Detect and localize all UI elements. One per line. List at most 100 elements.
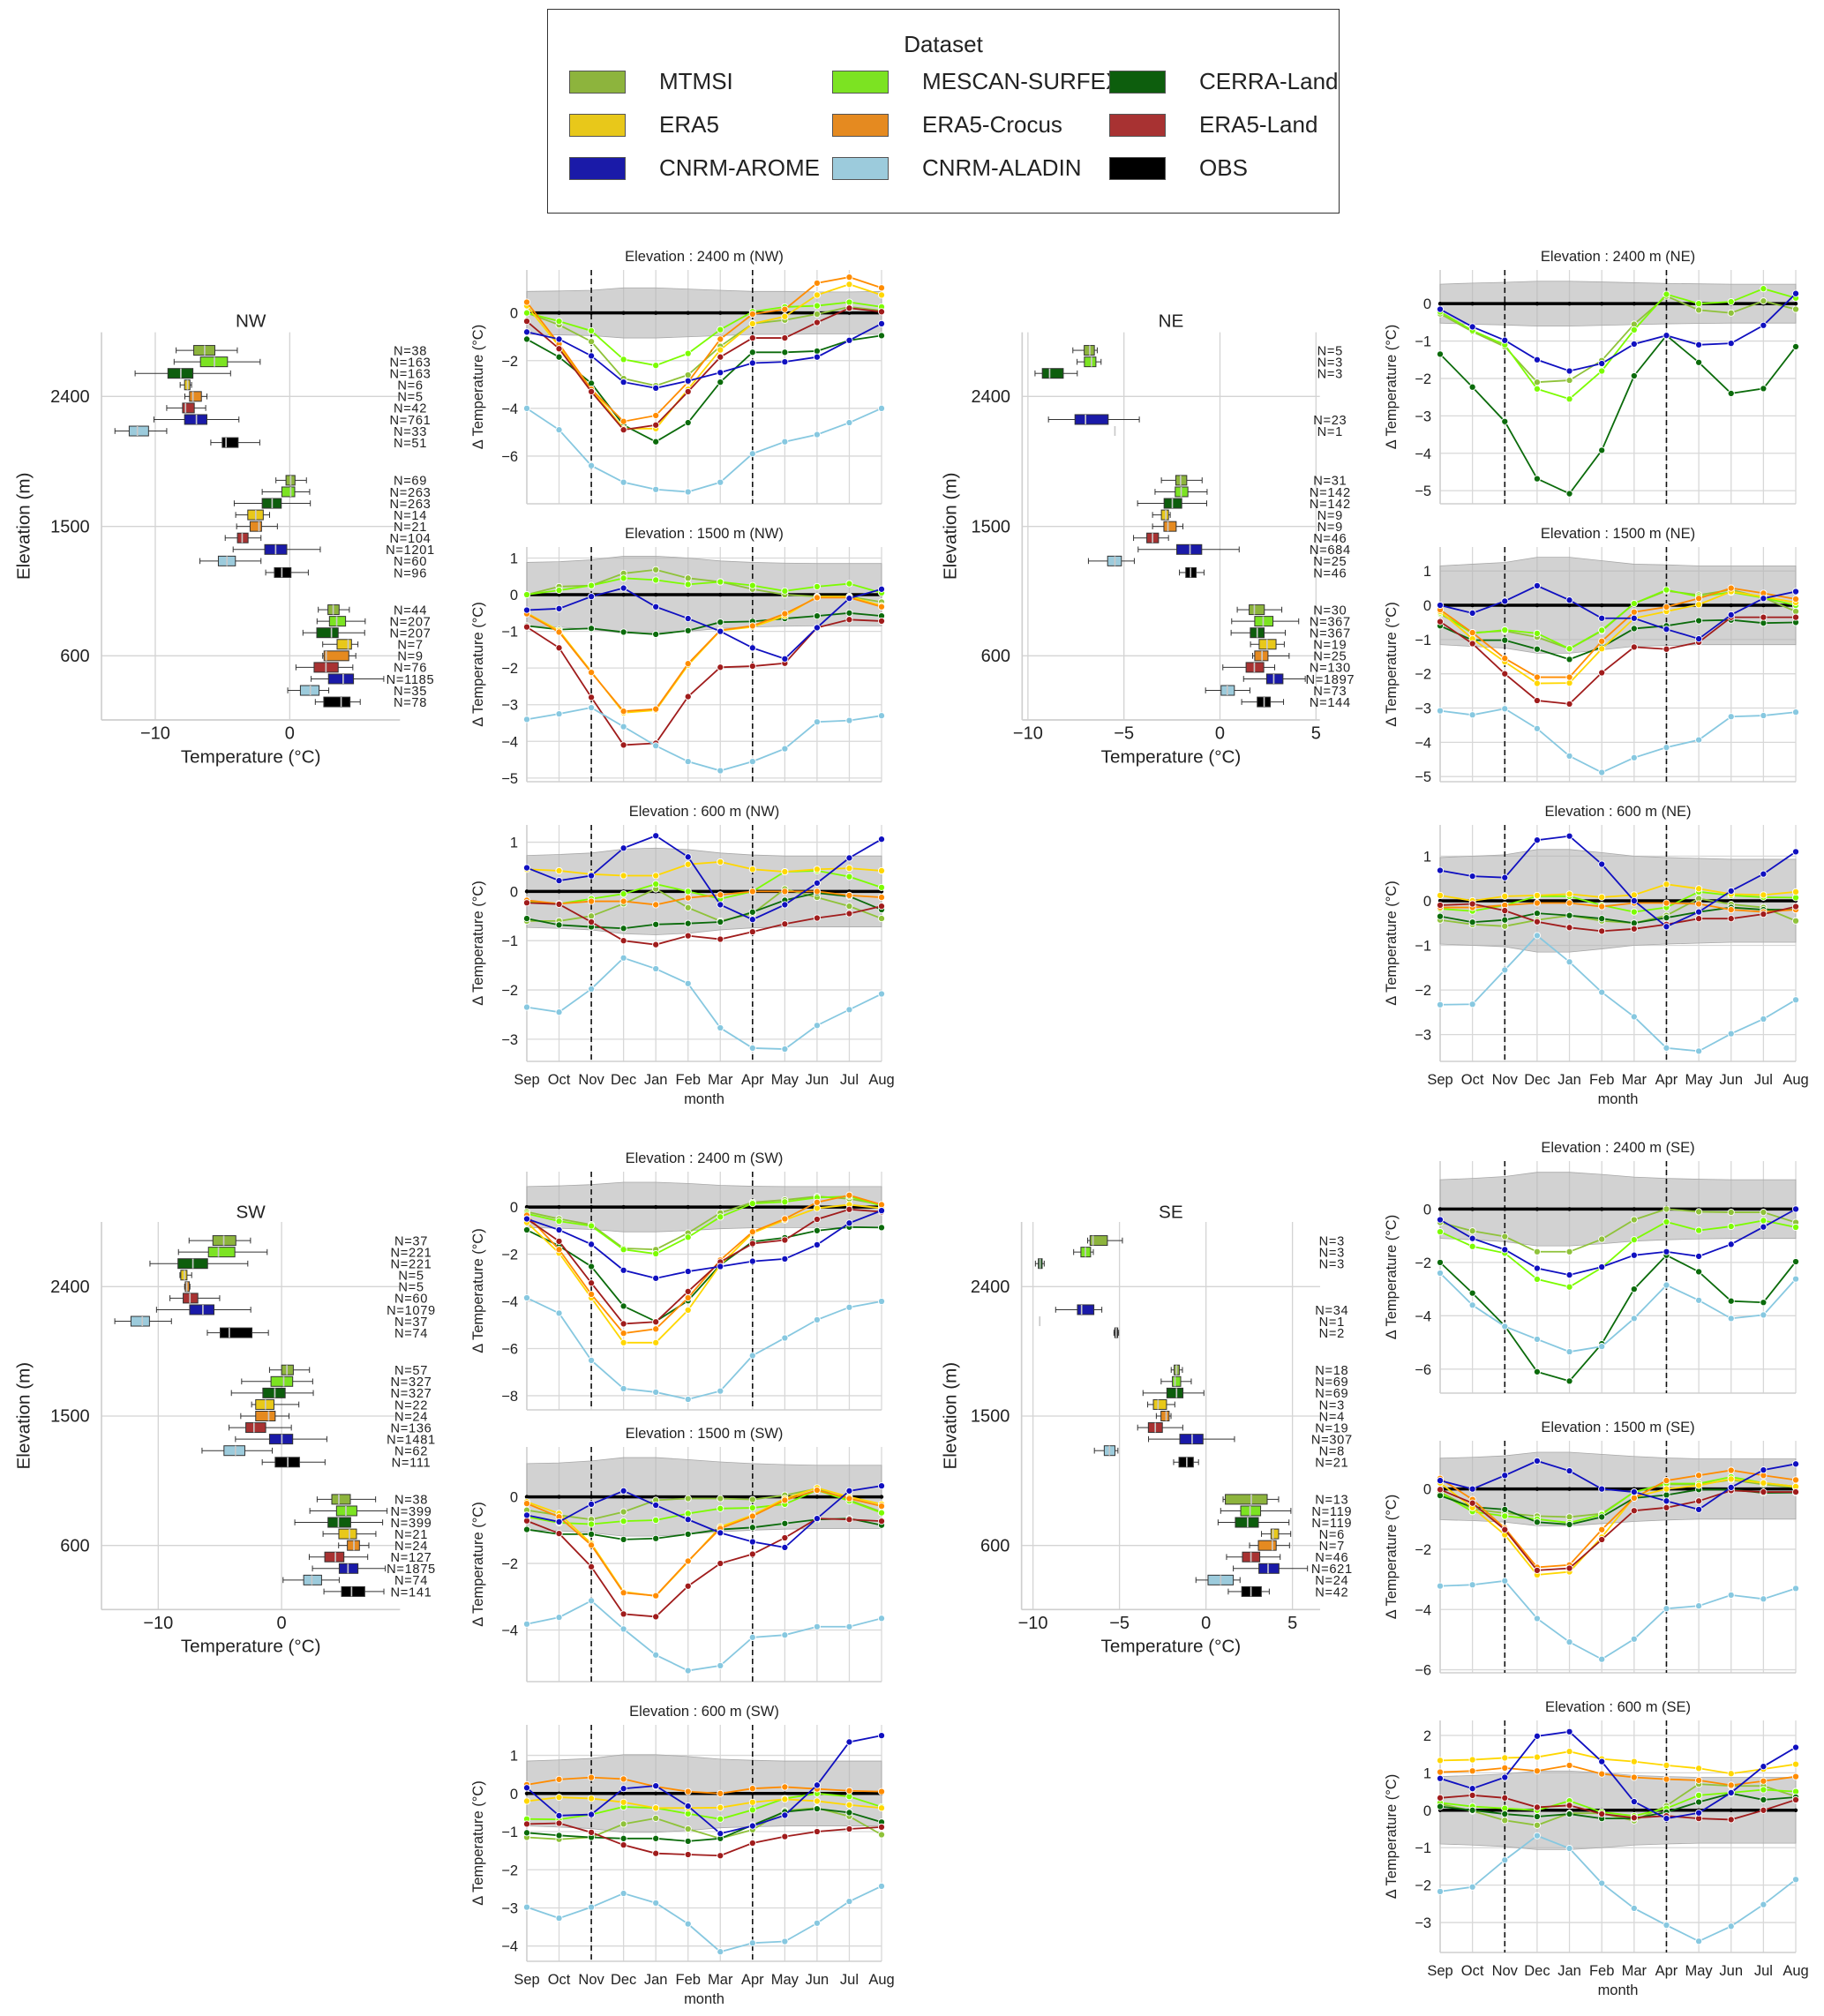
x-tick-label: Jul <box>840 1072 859 1088</box>
series-line <box>1439 1579 1797 1660</box>
series-point <box>717 1560 724 1568</box>
y-axis-label: Δ Temperature (°C) <box>470 602 486 726</box>
series-point <box>1791 607 1800 616</box>
obs-reference-point <box>524 889 529 894</box>
series-point <box>1727 389 1735 397</box>
obs-reference-point <box>1567 1487 1572 1491</box>
sample-count-label: N=7 <box>1319 1540 1345 1554</box>
series-point <box>652 742 660 750</box>
series-point <box>684 1530 692 1538</box>
y-tick-label: 1 <box>1423 849 1431 865</box>
series-point <box>1760 870 1768 878</box>
x-tick-label: −10 <box>140 724 170 744</box>
sample-count-label: N=1481 <box>387 1433 436 1447</box>
x-tick-label: Sep <box>1427 1072 1452 1088</box>
series-point <box>1533 1812 1541 1821</box>
y-tick-label: −2 <box>501 1862 518 1878</box>
series-point <box>522 1797 531 1805</box>
series-line <box>527 888 882 922</box>
series-line <box>1439 883 1797 902</box>
series-point <box>652 880 660 888</box>
box-era5land <box>224 532 262 543</box>
series-point <box>684 1306 692 1314</box>
sample-count-label: N=127 <box>391 1551 432 1565</box>
series-point <box>522 1784 531 1792</box>
y-tick-label: −4 <box>501 401 518 417</box>
series-point <box>684 419 692 427</box>
series-point <box>1468 1289 1476 1297</box>
sample-count-label: N=21 <box>394 1528 428 1542</box>
series-point <box>522 899 531 907</box>
series-point <box>588 918 596 926</box>
series-point <box>1598 1810 1606 1818</box>
y-tick-label: −3 <box>1415 408 1431 424</box>
y-tick-label: −3 <box>501 698 518 714</box>
y-tick-label: 0 <box>510 1200 518 1216</box>
box-iqr <box>1160 509 1169 521</box>
series-point <box>1436 866 1445 874</box>
y-axis-label: Elevation (m) <box>13 1362 34 1470</box>
series-point <box>1791 1205 1800 1213</box>
series-point <box>619 925 627 933</box>
y-tick-label: −5 <box>1415 483 1431 499</box>
series-point <box>588 1795 596 1802</box>
box-crocus <box>338 1540 370 1551</box>
series-arome <box>522 832 886 924</box>
obs-reference-point <box>1503 1487 1507 1491</box>
line-panel-se-600: 2 1 0 −1 −2 −3 Elevation : 600 m (SE) Δ Tempera… <box>1384 1699 1809 1998</box>
sample-count-label: N=367 <box>1310 627 1351 641</box>
series-aladin <box>522 1293 886 1404</box>
y-tick-label: 0 <box>1423 894 1431 910</box>
series-point <box>1695 1481 1703 1489</box>
obs-reference-point <box>557 1495 561 1499</box>
y-tick-label: 0 <box>1423 598 1431 614</box>
series-point <box>684 860 692 868</box>
series-point <box>1760 1015 1768 1023</box>
series-line <box>526 1735 882 1835</box>
series-line <box>526 618 882 746</box>
legend-label: MESCAN-SURFEX <box>922 68 1122 94</box>
series-point <box>588 1541 596 1549</box>
series-point <box>781 438 789 446</box>
series-point <box>845 580 853 588</box>
series-point <box>845 1738 853 1746</box>
sample-count-label: N=73 <box>1313 685 1347 699</box>
y-tick-label: 1500 <box>971 1407 1010 1427</box>
series-point <box>748 348 756 356</box>
box-aladin <box>114 1315 172 1327</box>
obs-reference-point <box>653 311 658 315</box>
series-point <box>845 281 853 289</box>
series-era5 <box>522 1794 886 1812</box>
series-point <box>1436 1216 1445 1224</box>
series-line <box>1439 1783 1797 1826</box>
series-point <box>1533 475 1541 483</box>
box-obs <box>210 437 260 448</box>
series-point <box>1727 297 1735 306</box>
series-point <box>1791 996 1800 1004</box>
series-point <box>588 387 596 395</box>
series-point <box>1468 1499 1476 1507</box>
series-point <box>748 1806 756 1814</box>
series-point <box>522 298 531 306</box>
sample-count-label: N=42 <box>1315 1585 1348 1600</box>
series-point <box>1565 1638 1573 1646</box>
series-point <box>1630 1251 1638 1259</box>
series-point <box>813 1486 821 1495</box>
y-tick-label: −8 <box>501 1389 518 1405</box>
series-point <box>813 1805 821 1813</box>
series-point <box>1501 1512 1509 1520</box>
series-point <box>1468 1806 1476 1814</box>
sample-count-label: N=1 <box>1319 1315 1345 1330</box>
obs-reference-point <box>1535 301 1540 306</box>
y-tick-label: 0 <box>1423 1482 1431 1498</box>
box-crocus <box>184 1281 191 1293</box>
series-arome <box>522 1732 886 1838</box>
series-point <box>1565 1727 1573 1735</box>
box-iqr <box>335 1505 357 1517</box>
series-point <box>555 318 563 326</box>
series-point <box>877 866 886 874</box>
x-tick-label: Apr <box>741 1072 764 1088</box>
y-tick-label: −2 <box>501 1248 518 1263</box>
sample-count-label: N=130 <box>1310 662 1351 676</box>
series-point <box>748 359 756 367</box>
